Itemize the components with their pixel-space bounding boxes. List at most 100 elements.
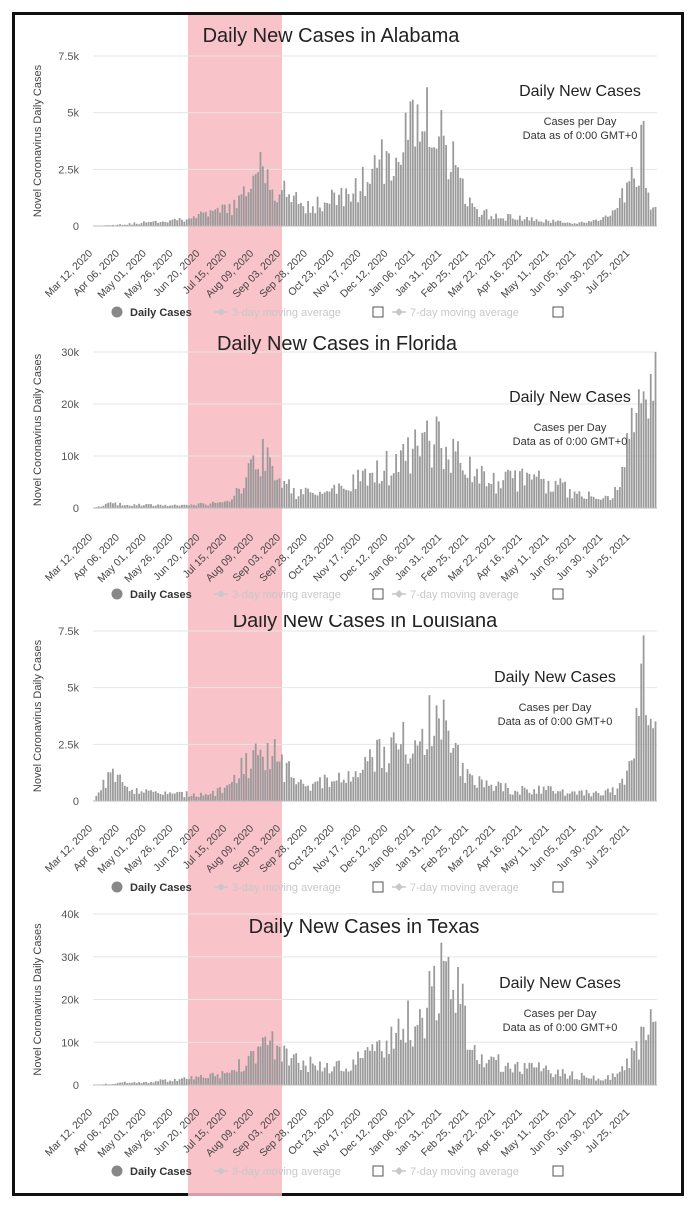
bar	[157, 1081, 160, 1085]
bar	[162, 505, 164, 508]
bar	[247, 463, 250, 508]
bar	[521, 468, 524, 508]
bar	[171, 793, 174, 801]
bar	[233, 774, 236, 801]
bar	[647, 192, 650, 226]
bar	[640, 1026, 643, 1085]
bar	[447, 179, 450, 226]
bar	[342, 779, 345, 801]
bar	[166, 1081, 169, 1085]
legend-avg7-marker	[395, 590, 403, 598]
bar	[523, 787, 526, 801]
bar	[295, 498, 298, 508]
bar	[281, 1061, 283, 1085]
bar	[359, 481, 362, 508]
bar	[430, 147, 433, 226]
bar	[300, 779, 302, 801]
bar	[449, 171, 452, 226]
bar	[471, 1049, 474, 1085]
annotation-title: Daily New Cases	[519, 83, 641, 100]
bar	[214, 209, 217, 226]
bar	[250, 188, 252, 226]
bar	[411, 753, 414, 801]
bar	[276, 479, 279, 508]
bar	[369, 1050, 371, 1085]
bar	[361, 167, 364, 226]
bar	[271, 465, 274, 508]
legend-avg3-marker	[218, 1168, 224, 1174]
bar	[435, 705, 438, 801]
annotation-title: Daily New Cases	[499, 975, 621, 992]
bar	[616, 1073, 619, 1085]
y-tick-label: 0	[73, 796, 79, 808]
bar	[128, 791, 131, 801]
bar	[335, 493, 338, 508]
bar	[154, 220, 157, 226]
bar	[209, 503, 212, 508]
bar	[576, 493, 578, 508]
bar	[464, 783, 467, 801]
bar	[259, 749, 262, 801]
bar	[157, 792, 160, 801]
chart-panel-louisiana: 0 2.5k 5k 7.5k Novel Coronavirus Daily Cases…	[15, 610, 681, 903]
bar	[566, 1078, 569, 1085]
bar	[290, 1058, 293, 1085]
bar	[321, 211, 324, 226]
bar	[264, 770, 267, 801]
bar	[492, 1057, 495, 1085]
bar	[492, 472, 495, 508]
bar	[133, 793, 136, 801]
bar	[595, 1080, 597, 1085]
bar	[292, 777, 295, 801]
bar	[142, 221, 145, 226]
bar	[347, 1071, 350, 1085]
bar	[523, 485, 526, 508]
bar	[516, 491, 519, 508]
bar	[152, 505, 155, 508]
bar	[578, 222, 581, 226]
bar	[583, 498, 586, 508]
bar	[330, 488, 333, 508]
legend-daily-label: Daily Cases	[130, 307, 192, 319]
bar	[392, 1048, 395, 1085]
bar	[635, 1041, 638, 1085]
bar	[373, 771, 376, 801]
bar	[209, 1073, 212, 1085]
annotation-line: Data as of 0:00 GMT+0	[513, 436, 628, 448]
bar	[181, 1078, 183, 1085]
bar	[528, 1062, 531, 1085]
bar	[333, 1066, 336, 1085]
bar	[173, 218, 176, 226]
bar	[211, 790, 214, 801]
bar	[254, 1063, 257, 1085]
bar	[323, 492, 326, 508]
bar	[390, 1026, 393, 1085]
bar	[135, 223, 138, 226]
chart-louisiana: 0 2.5k 5k 7.5k Novel Coronavirus Daily Cases…	[32, 610, 657, 894]
bar	[652, 400, 655, 508]
bar	[133, 222, 136, 226]
bar	[190, 795, 193, 801]
bar	[131, 1082, 133, 1085]
bar	[380, 767, 383, 801]
bar	[647, 1034, 650, 1085]
bar	[573, 1079, 576, 1085]
bar	[530, 1063, 533, 1085]
bar	[469, 197, 471, 226]
bar	[604, 790, 607, 801]
bar	[328, 787, 331, 801]
bar	[614, 486, 616, 508]
bar	[338, 194, 340, 226]
bar	[152, 791, 155, 801]
bar	[197, 214, 200, 226]
bar	[162, 794, 164, 801]
bar	[216, 502, 219, 508]
bar	[618, 782, 621, 801]
bar	[242, 488, 245, 508]
bar	[459, 776, 462, 801]
bar	[142, 1082, 145, 1085]
bar	[621, 1066, 624, 1085]
bar	[469, 1049, 471, 1085]
bar	[133, 504, 136, 508]
bar	[507, 469, 509, 508]
